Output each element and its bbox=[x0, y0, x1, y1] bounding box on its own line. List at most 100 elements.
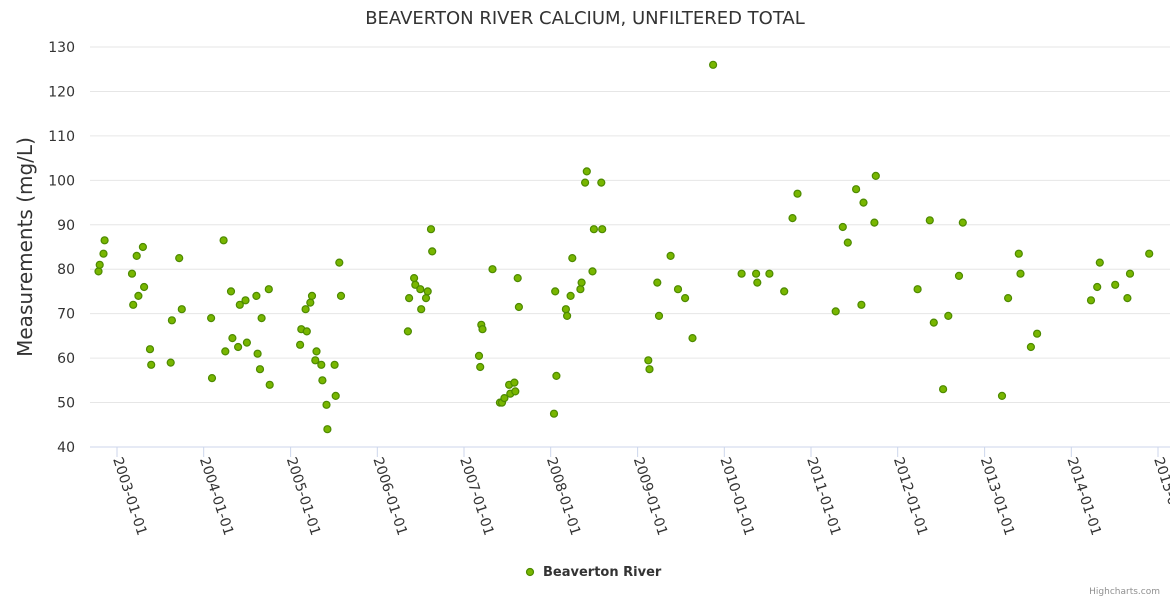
data-point[interactable] bbox=[264, 285, 273, 294]
data-point[interactable] bbox=[751, 269, 761, 278]
data-point[interactable] bbox=[1014, 249, 1023, 258]
data-point[interactable] bbox=[929, 318, 938, 327]
data-point[interactable] bbox=[831, 307, 840, 316]
data-point[interactable] bbox=[577, 278, 586, 287]
legend[interactable]: Beaverton River bbox=[525, 565, 662, 580]
data-point[interactable] bbox=[145, 345, 155, 354]
data-point[interactable] bbox=[234, 342, 243, 352]
data-point[interactable] bbox=[1123, 294, 1132, 303]
data-point[interactable] bbox=[307, 291, 317, 300]
data-point[interactable] bbox=[253, 349, 262, 358]
data-point[interactable] bbox=[500, 394, 509, 403]
data-point[interactable] bbox=[551, 287, 560, 296]
data-point[interactable] bbox=[838, 222, 847, 232]
legend-label[interactable]: Beaverton River bbox=[543, 565, 662, 580]
data-point[interactable] bbox=[938, 385, 948, 394]
data-point[interactable] bbox=[780, 287, 789, 296]
data-point[interactable] bbox=[255, 365, 265, 374]
data-point[interactable] bbox=[221, 347, 230, 356]
data-point[interactable] bbox=[474, 351, 484, 360]
data-point[interactable] bbox=[302, 327, 311, 336]
data-point[interactable] bbox=[252, 291, 261, 300]
data-point[interactable] bbox=[588, 267, 597, 276]
data-point[interactable] bbox=[177, 305, 186, 314]
data-point[interactable] bbox=[589, 225, 599, 234]
data-point[interactable] bbox=[330, 360, 339, 369]
data-point[interactable] bbox=[582, 167, 591, 176]
data-point[interactable] bbox=[95, 260, 104, 269]
data-point[interactable] bbox=[129, 300, 138, 309]
data-point[interactable] bbox=[403, 327, 412, 336]
data-point[interactable] bbox=[147, 360, 156, 369]
data-point[interactable] bbox=[753, 278, 762, 287]
data-point[interactable] bbox=[140, 282, 149, 292]
data-point[interactable] bbox=[417, 305, 426, 314]
data-point[interactable] bbox=[576, 285, 585, 294]
data-point[interactable] bbox=[871, 171, 880, 180]
data-point[interactable] bbox=[311, 356, 320, 365]
data-point[interactable] bbox=[513, 274, 522, 283]
data-point[interactable] bbox=[1026, 342, 1036, 352]
data-point[interactable] bbox=[580, 178, 590, 187]
data-point[interactable] bbox=[1111, 280, 1120, 289]
data-point[interactable] bbox=[680, 294, 690, 303]
data-point[interactable] bbox=[843, 238, 852, 247]
data-point[interactable] bbox=[336, 291, 346, 300]
data-point[interactable] bbox=[688, 334, 697, 343]
data-point[interactable] bbox=[1145, 249, 1154, 258]
data-point[interactable] bbox=[100, 236, 109, 245]
data-point[interactable] bbox=[301, 305, 310, 314]
data-point[interactable] bbox=[257, 314, 266, 323]
data-point[interactable] bbox=[134, 291, 143, 300]
data-point[interactable] bbox=[94, 267, 103, 276]
data-point[interactable] bbox=[1016, 269, 1025, 278]
data-point[interactable] bbox=[765, 269, 774, 278]
data-point[interactable] bbox=[925, 216, 934, 225]
data-point[interactable] bbox=[317, 360, 326, 369]
data-point[interactable] bbox=[954, 271, 964, 280]
data-point[interactable] bbox=[166, 358, 175, 367]
data-point[interactable] bbox=[1003, 294, 1013, 303]
data-point[interactable] bbox=[226, 287, 236, 296]
data-point[interactable] bbox=[913, 285, 922, 294]
data-point[interactable] bbox=[944, 311, 953, 320]
data-point[interactable] bbox=[306, 298, 315, 307]
data-point[interactable] bbox=[405, 294, 414, 303]
data-point[interactable] bbox=[673, 285, 683, 294]
data-point[interactable] bbox=[645, 365, 654, 374]
data-point[interactable] bbox=[99, 249, 108, 258]
data-point[interactable] bbox=[423, 287, 432, 296]
data-point[interactable] bbox=[514, 302, 524, 312]
legend-marker[interactable] bbox=[525, 567, 535, 577]
data-point[interactable] bbox=[644, 356, 653, 365]
data-point[interactable] bbox=[207, 314, 216, 323]
data-point[interactable] bbox=[737, 269, 746, 278]
data-point[interactable] bbox=[322, 400, 331, 409]
data-point[interactable] bbox=[335, 258, 344, 267]
data-point[interactable] bbox=[428, 247, 437, 256]
data-point[interactable] bbox=[207, 374, 217, 383]
data-point[interactable] bbox=[478, 325, 487, 334]
data-point[interactable] bbox=[857, 300, 866, 309]
data-point[interactable] bbox=[511, 387, 520, 396]
credits-link[interactable]: Highcharts.com bbox=[1089, 587, 1160, 597]
data-point[interactable] bbox=[851, 185, 861, 194]
data-point[interactable] bbox=[653, 278, 662, 287]
data-point[interactable] bbox=[597, 178, 606, 187]
data-point[interactable] bbox=[510, 378, 519, 387]
data-point[interactable] bbox=[708, 60, 718, 69]
data-point[interactable] bbox=[997, 391, 1007, 400]
data-point[interactable] bbox=[235, 300, 244, 309]
data-point[interactable] bbox=[549, 409, 559, 418]
data-point[interactable] bbox=[788, 214, 797, 223]
data-point[interactable] bbox=[654, 311, 664, 320]
data-point[interactable] bbox=[138, 242, 147, 252]
data-point[interactable] bbox=[666, 251, 675, 260]
data-point[interactable] bbox=[241, 296, 250, 305]
data-point[interactable] bbox=[127, 269, 137, 278]
data-point[interactable] bbox=[598, 225, 607, 234]
data-point[interactable] bbox=[958, 218, 967, 227]
data-point[interactable] bbox=[219, 236, 228, 245]
data-point[interactable] bbox=[242, 338, 251, 347]
data-point[interactable] bbox=[1093, 282, 1102, 292]
